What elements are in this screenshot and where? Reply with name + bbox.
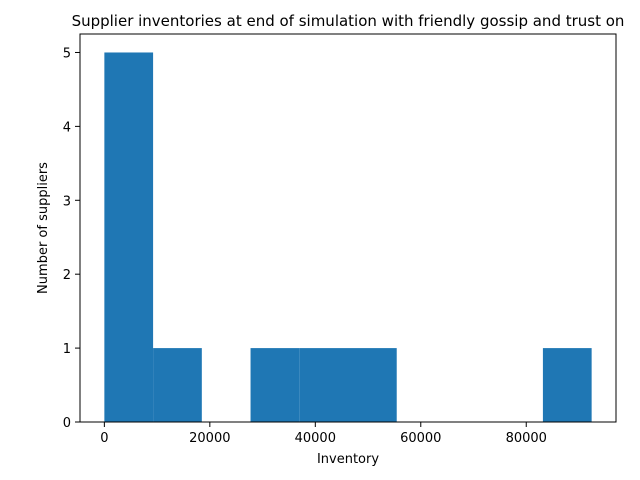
- x-ticks-group: 0 20000 40000 60000 80000: [100, 422, 547, 446]
- y-axis-label: Number of suppliers: [36, 162, 51, 294]
- x-tick-label: 0: [100, 431, 108, 446]
- y-tick-label: 2: [63, 268, 71, 283]
- x-tick-label: 80000: [506, 431, 547, 446]
- histogram-bar: [299, 348, 348, 422]
- x-axis-label: Inventory: [317, 452, 379, 467]
- histogram-bar: [153, 348, 202, 422]
- histogram-bar: [348, 348, 397, 422]
- histogram-bar: [104, 52, 154, 422]
- x-tick-label: 20000: [189, 431, 230, 446]
- histogram-bar: [542, 348, 592, 422]
- x-tick-label: 60000: [400, 431, 441, 446]
- bars-group: [104, 52, 592, 422]
- y-tick-label: 3: [63, 194, 71, 209]
- y-tick-label: 5: [63, 46, 71, 61]
- y-tick-label: 4: [63, 120, 71, 135]
- x-tick-label: 40000: [295, 431, 336, 446]
- y-tick-label: 1: [63, 342, 71, 357]
- y-tick-label: 0: [63, 416, 71, 431]
- axes-frame: [79, 33, 617, 423]
- histogram-bar: [250, 348, 300, 422]
- y-ticks-group: 0 1 2 3 4 5: [63, 46, 80, 431]
- chart-title: Supplier inventories at end of simulatio…: [72, 12, 625, 30]
